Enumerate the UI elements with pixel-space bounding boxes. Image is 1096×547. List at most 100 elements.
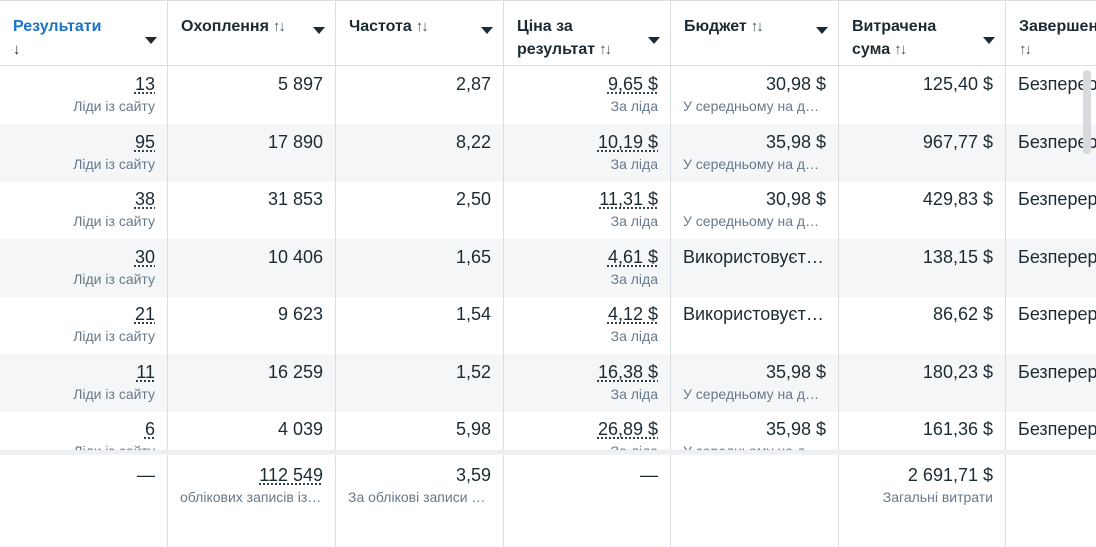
table-row[interactable]: 13 Ліди із сайту 5 897 2,87 9,65 $ За лі… xyxy=(0,66,1096,124)
budget-value: 35,98 $ xyxy=(765,132,826,152)
end-cell: Безперервно xyxy=(1005,354,1096,412)
total-frequency-sub: За облікові записи з… xyxy=(348,489,491,505)
cost-sub: За ліда xyxy=(610,328,658,344)
budget-cell: Використовуєть… xyxy=(670,296,838,354)
frequency-cell: 1,54 xyxy=(335,296,503,354)
results-value[interactable]: 30 xyxy=(134,247,155,267)
chevron-down-icon[interactable] xyxy=(648,37,660,44)
column-header-label: Бюджет xyxy=(684,18,747,35)
cost-cell: 16,38 $ За ліда xyxy=(503,354,670,412)
table-row[interactable]: 21 Ліди із сайту 9 623 1,54 4,12 $ За лі… xyxy=(0,296,1096,354)
cost-sub: За ліда xyxy=(610,271,658,287)
column-header-label: Частота xyxy=(349,18,412,35)
total-reach-value[interactable]: 112 549 xyxy=(259,465,323,485)
reach-value: 5 897 xyxy=(277,74,323,94)
spent-value: 125,40 $ xyxy=(922,74,993,94)
frequency-cell: 5,98 xyxy=(335,411,503,451)
column-header-results[interactable]: Результати ↓ xyxy=(0,1,167,65)
end-value: Безперервно xyxy=(1018,419,1096,439)
column-header-frequency[interactable]: Частота ↑↓ xyxy=(335,1,503,65)
chevron-down-icon[interactable] xyxy=(313,27,325,34)
vertical-scrollbar[interactable] xyxy=(1083,70,1091,154)
sort-icon[interactable]: ↑↓ xyxy=(750,18,764,35)
spent-value: 967,77 $ xyxy=(922,132,993,152)
reach-value: 17 890 xyxy=(267,132,323,152)
results-value[interactable]: 38 xyxy=(134,189,155,209)
cost-value[interactable]: 9,65 $ xyxy=(607,74,658,94)
budget-value: 35,98 $ xyxy=(765,362,826,382)
frequency-cell: 8,22 xyxy=(335,124,503,182)
table-row[interactable]: 38 Ліди із сайту 31 853 2,50 11,31 $ За … xyxy=(0,181,1096,239)
column-header-reach[interactable]: Охоплення ↑↓ xyxy=(167,1,335,65)
budget-sub: У середньому на де… xyxy=(683,156,826,172)
cost-value[interactable]: 10,19 $ xyxy=(597,132,658,152)
footer-divider xyxy=(0,450,1096,456)
reach-value: 31 853 xyxy=(267,189,323,209)
column-header-budget[interactable]: Бюджет ↑↓ xyxy=(670,1,838,65)
total-spent-cell: 2 691,71 $ Загальні витрати xyxy=(838,455,1005,547)
results-sub: Ліди із сайту xyxy=(73,386,155,402)
reach-cell: 10 406 xyxy=(167,239,335,297)
sort-icon[interactable]: ↑↓ xyxy=(894,41,907,58)
budget-cell: 35,98 $ У середньому на де… xyxy=(670,411,838,451)
results-cell: 38 Ліди із сайту xyxy=(0,181,167,239)
budget-value: 35,98 $ xyxy=(765,419,826,439)
spent-value: 138,15 $ xyxy=(922,247,993,267)
sort-icon[interactable]: ↑↓ xyxy=(415,18,429,35)
frequency-cell: 1,65 xyxy=(335,239,503,297)
table-row[interactable]: 30 Ліди із сайту 10 406 1,65 4,61 $ За л… xyxy=(0,239,1096,297)
reach-value: 10 406 xyxy=(267,247,323,267)
total-reach-sub: облікових записів із… xyxy=(180,489,322,505)
sort-icon[interactable]: ↑↓ xyxy=(1019,41,1032,58)
frequency-value: 1,52 xyxy=(455,362,491,382)
results-value[interactable]: 6 xyxy=(144,419,155,439)
cost-sub: За ліда xyxy=(610,156,658,172)
total-spent-sub: Загальні витрати xyxy=(882,489,993,505)
results-value[interactable]: 21 xyxy=(134,304,155,324)
cost-value[interactable]: 4,61 $ xyxy=(607,247,658,267)
budget-cell: Використовуєть… xyxy=(670,239,838,297)
cost-sub: За ліда xyxy=(610,386,658,402)
chevron-down-icon[interactable] xyxy=(481,27,493,34)
frequency-cell: 1,52 xyxy=(335,354,503,412)
column-header-amount-spent[interactable]: Витрачена сума ↑↓ xyxy=(838,1,1005,65)
column-header-ends[interactable]: Завершення ↑↓ xyxy=(1005,1,1096,65)
frequency-value: 2,50 xyxy=(455,189,491,209)
sort-icon[interactable]: ↑↓ xyxy=(272,18,286,35)
cost-value[interactable]: 26,89 $ xyxy=(597,419,658,439)
budget-sub: У середньому на де… xyxy=(683,98,826,114)
end-cell: Безперервно xyxy=(1005,411,1096,451)
results-sub: Ліди із сайту xyxy=(73,213,155,229)
cost-value[interactable]: 11,31 $ xyxy=(599,189,658,209)
cost-sub: За ліда xyxy=(610,213,658,229)
end-cell: Безперервно xyxy=(1005,239,1096,297)
frequency-value: 1,54 xyxy=(455,304,491,324)
reach-cell: 16 259 xyxy=(167,354,335,412)
budget-value: Використовуєть… xyxy=(683,304,826,324)
cost-value[interactable]: 16,38 $ xyxy=(597,362,658,382)
cost-cell: 9,65 $ За ліда xyxy=(503,66,670,124)
reach-cell: 31 853 xyxy=(167,181,335,239)
table-row[interactable]: 95 Ліди із сайту 17 890 8,22 10,19 $ За … xyxy=(0,124,1096,182)
sort-down-icon[interactable]: ↓ xyxy=(13,41,20,58)
frequency-value: 1,65 xyxy=(455,247,491,267)
results-value[interactable]: 13 xyxy=(134,74,155,94)
results-cell: 13 Ліди із сайту xyxy=(0,66,167,124)
results-value[interactable]: 95 xyxy=(134,132,155,152)
total-end-cell xyxy=(1005,455,1096,547)
cost-value[interactable]: 4,12 $ xyxy=(607,304,658,324)
budget-sub: У середньому на де… xyxy=(683,386,826,402)
reach-cell: 5 897 xyxy=(167,66,335,124)
reach-cell: 4 039 xyxy=(167,411,335,451)
frequency-cell: 2,87 xyxy=(335,66,503,124)
column-header-cost-per-result[interactable]: Ціна за результат ↑↓ xyxy=(503,1,670,65)
sort-icon[interactable]: ↑↓ xyxy=(599,41,612,58)
spent-cell: 138,15 $ xyxy=(838,239,1005,297)
table-row[interactable]: 11 Ліди із сайту 16 259 1,52 16,38 $ За … xyxy=(0,354,1096,412)
results-sub: Ліди із сайту xyxy=(73,328,155,344)
chevron-down-icon[interactable] xyxy=(816,27,828,34)
chevron-down-icon[interactable] xyxy=(983,37,995,44)
table-row[interactable]: 6 Ліди із сайту 4 039 5,98 26,89 $ За лі… xyxy=(0,411,1096,451)
chevron-down-icon[interactable] xyxy=(145,37,157,44)
results-value[interactable]: 11 xyxy=(136,362,155,382)
